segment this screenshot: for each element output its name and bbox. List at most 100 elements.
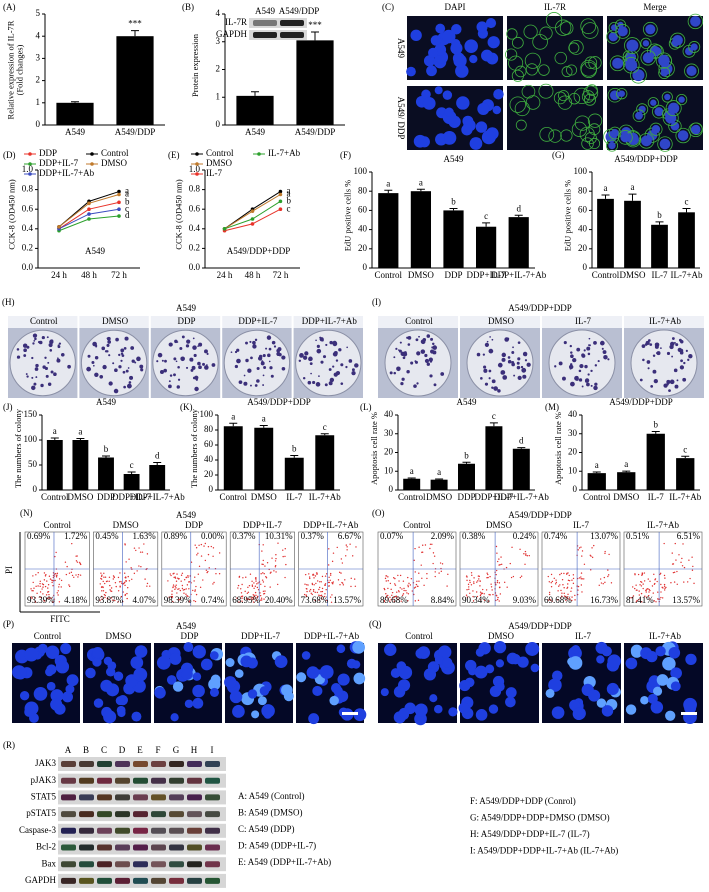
event	[670, 582, 672, 584]
event	[641, 601, 643, 603]
cell	[475, 121, 488, 133]
colony	[47, 361, 50, 364]
event	[326, 599, 328, 602]
event	[282, 549, 284, 551]
y-tick-label: 2	[36, 75, 41, 85]
event	[31, 597, 33, 599]
colony	[106, 336, 111, 341]
blot-band	[151, 877, 166, 884]
bar	[587, 473, 606, 490]
legend-marker	[90, 162, 94, 166]
event	[647, 594, 650, 597]
cell	[686, 65, 697, 77]
event	[133, 547, 136, 549]
y-tick-label: 60	[204, 439, 214, 449]
event	[180, 574, 183, 576]
colony	[578, 378, 583, 382]
cell	[645, 24, 656, 35]
colony	[47, 382, 52, 386]
event	[550, 582, 552, 584]
bar	[123, 474, 140, 490]
event	[117, 576, 120, 579]
event	[212, 583, 214, 585]
blot-band	[151, 827, 166, 834]
colony	[416, 351, 421, 356]
event	[561, 578, 564, 581]
cell	[505, 696, 516, 708]
colony	[669, 379, 675, 385]
event	[316, 573, 318, 575]
blot-band	[61, 777, 76, 784]
micrograph-content	[384, 329, 452, 397]
colony	[587, 352, 591, 356]
cell	[630, 646, 643, 658]
bar	[624, 200, 641, 268]
cell	[641, 135, 652, 147]
colony	[267, 353, 271, 358]
event	[385, 580, 387, 582]
event	[104, 596, 106, 599]
colony	[266, 335, 272, 340]
event	[46, 597, 49, 600]
colony	[685, 349, 688, 352]
x-tick-label: A549/DDP	[115, 127, 156, 137]
colony	[256, 379, 260, 383]
event	[390, 598, 392, 601]
cell	[257, 696, 267, 706]
legend-marker	[195, 152, 199, 156]
colony	[398, 349, 400, 351]
cell	[668, 102, 680, 114]
event	[383, 587, 385, 590]
cell	[92, 657, 102, 667]
colony	[262, 354, 266, 358]
blot-band	[187, 877, 202, 884]
event	[260, 583, 262, 585]
row-label: A549/ DDP	[396, 97, 406, 140]
event	[101, 590, 103, 592]
event	[194, 590, 196, 592]
quadrant-value: 4.18%	[64, 595, 88, 605]
event	[578, 547, 581, 549]
micrograph-content	[625, 641, 697, 724]
event	[577, 585, 580, 588]
column-label: DDP+IL-7	[238, 316, 278, 326]
column-label: IL-7+Ab	[647, 520, 680, 530]
cell	[652, 46, 662, 56]
colony	[642, 358, 645, 362]
colony	[254, 338, 258, 342]
event	[103, 576, 105, 578]
colony	[243, 374, 246, 377]
colony	[673, 341, 676, 344]
colony	[682, 377, 687, 382]
cell	[572, 707, 585, 721]
colony	[486, 340, 489, 343]
event	[203, 545, 205, 547]
cell	[423, 668, 437, 681]
event	[399, 574, 402, 577]
event	[498, 558, 500, 560]
event	[554, 583, 557, 585]
significance-label: d	[125, 210, 130, 220]
colony	[513, 374, 516, 377]
blot-band	[169, 877, 184, 884]
event	[100, 575, 103, 578]
colony	[192, 345, 197, 350]
colony	[584, 364, 588, 369]
event	[263, 598, 265, 600]
colony	[112, 362, 115, 365]
colony	[484, 342, 490, 347]
colony	[522, 351, 528, 357]
y-tick-label: 2	[216, 64, 221, 74]
event	[561, 592, 563, 594]
event	[171, 590, 173, 592]
panel-label: (I)	[372, 297, 381, 307]
event	[480, 593, 482, 595]
point	[87, 217, 91, 221]
cell	[247, 689, 258, 699]
y-tick-label: 100	[200, 409, 214, 419]
x-tick-label: IL-7+Ab	[309, 492, 342, 502]
colony	[340, 382, 344, 385]
event	[37, 585, 39, 587]
event	[352, 555, 354, 557]
blot-column-label: A549/DDP	[279, 6, 320, 16]
